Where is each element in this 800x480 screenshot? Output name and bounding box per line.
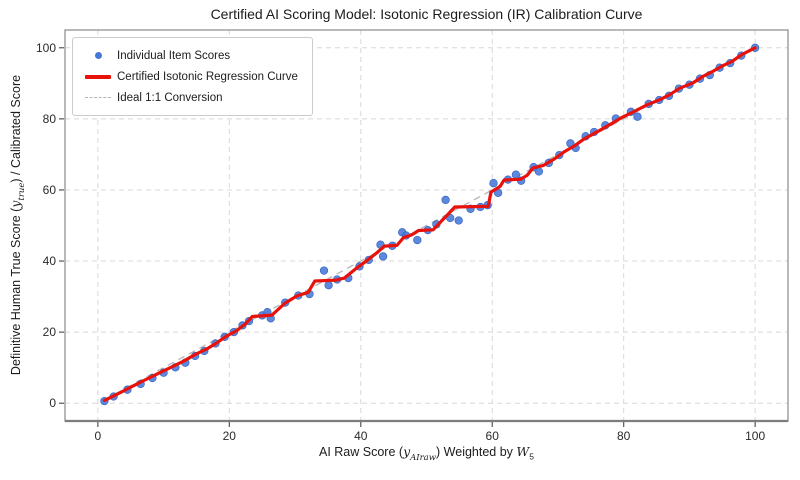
scatter-point xyxy=(378,252,388,261)
legend-item-curve: Certified Isotonic Regression Curve xyxy=(79,66,298,87)
gridlines xyxy=(65,30,788,421)
legend-item-scatter: Individual Item Scores xyxy=(79,45,298,66)
x-axis-label: AI Raw Score (yAIraw) Weighted by W5 xyxy=(319,444,534,463)
legend-label: Ideal 1:1 Conversion xyxy=(117,91,223,104)
y-tick-label: 60 xyxy=(43,183,57,197)
x-tick-label: 40 xyxy=(354,429,368,443)
x-tick-label: 100 xyxy=(745,429,765,443)
legend-label: Individual Item Scores xyxy=(117,49,231,62)
scatter-point xyxy=(534,167,544,176)
curve-marker-icon xyxy=(79,74,117,79)
scatter-point xyxy=(511,170,521,179)
scatter-point xyxy=(324,281,333,290)
tick-labels: 0 20 40 60 80 100 0 20 40 60 80 100 xyxy=(36,41,765,443)
scatter-point xyxy=(413,235,422,245)
x-tick-label: 80 xyxy=(617,429,631,443)
isotonic-curve xyxy=(102,46,757,402)
dashed-line-marker-icon xyxy=(79,97,117,98)
y-axis-label: Definitive Human True Score (ytrue) / Ca… xyxy=(7,74,27,376)
scatter-point xyxy=(441,195,450,205)
scatter-point xyxy=(319,266,329,275)
scatter-point xyxy=(454,216,463,225)
y-tick-label: 100 xyxy=(36,41,56,55)
scatter-point xyxy=(489,179,498,188)
legend-item-ideal: Ideal 1:1 Conversion xyxy=(79,87,298,108)
x-tick-label: 20 xyxy=(223,429,237,443)
x-tick-label: 0 xyxy=(95,429,102,443)
y-tick-label: 20 xyxy=(43,325,57,339)
legend: Individual Item Scores Certified Isotoni… xyxy=(72,37,313,116)
scatter-point xyxy=(633,112,642,121)
y-tick-label: 80 xyxy=(43,112,57,126)
y-tick-label: 40 xyxy=(43,254,57,268)
legend-label: Certified Isotonic Regression Curve xyxy=(117,70,298,83)
scatter-marker-icon xyxy=(79,52,117,59)
y-tick-label: 0 xyxy=(49,396,56,410)
chart-title: Certified AI Scoring Model: Isotonic Reg… xyxy=(210,6,643,22)
x-tick-label: 60 xyxy=(486,429,500,443)
